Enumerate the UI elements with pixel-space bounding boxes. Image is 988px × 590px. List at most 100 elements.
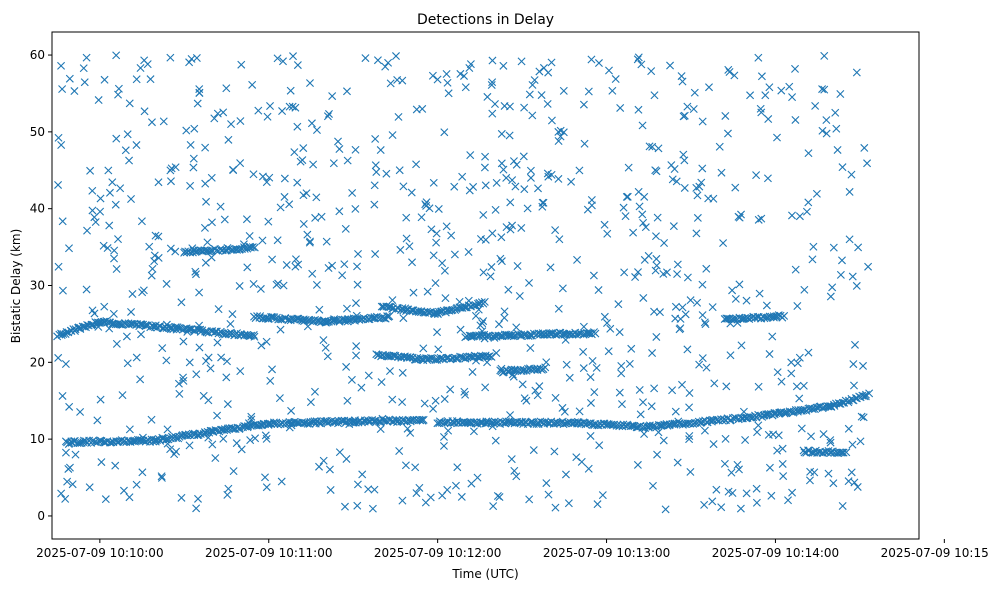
- clutter-point: [806, 467, 815, 476]
- clutter-point: [268, 365, 277, 374]
- clutter-point: [619, 203, 628, 212]
- clutter-point: [795, 353, 804, 362]
- clutter-point: [494, 320, 503, 329]
- clutter-point: [468, 367, 477, 376]
- clutter-point: [606, 324, 615, 333]
- clutter-point: [370, 200, 379, 209]
- clutter-point: [505, 131, 514, 140]
- clutter-point: [487, 263, 496, 272]
- clutter-point: [672, 177, 681, 186]
- clutter-point: [652, 261, 661, 270]
- clutter-point: [291, 255, 300, 264]
- clutter-point: [268, 255, 277, 264]
- clutter-point: [620, 268, 629, 277]
- track-point: [107, 438, 116, 447]
- clutter-point: [125, 156, 134, 165]
- clutter-point: [671, 407, 680, 416]
- clutter-point: [847, 170, 856, 179]
- clutter-point: [204, 396, 213, 405]
- clutter-point: [600, 220, 609, 229]
- clutter-point: [720, 459, 729, 468]
- clutter-point: [293, 122, 302, 131]
- clutter-point: [83, 226, 92, 235]
- clutter-point: [457, 492, 466, 501]
- clutter-point: [154, 253, 163, 262]
- clutter-point: [132, 75, 141, 84]
- clutter-point: [638, 210, 647, 219]
- clutter-point: [263, 112, 272, 121]
- clutter-point: [441, 294, 450, 303]
- clutter-point: [312, 280, 321, 289]
- clutter-point: [754, 421, 763, 430]
- clutter-point: [639, 398, 647, 407]
- clutter-point: [429, 251, 438, 260]
- clutter-point: [90, 309, 99, 318]
- clutter-point: [635, 202, 644, 211]
- clutter-point: [419, 344, 428, 353]
- clutter-point: [788, 93, 797, 102]
- y-axis: 0 10 20 30 40 50 60: [30, 48, 52, 523]
- clutter-point: [296, 157, 305, 166]
- clutter-point: [323, 352, 332, 361]
- clutter-point: [693, 298, 702, 307]
- clutter-point: [804, 198, 813, 207]
- clutter-point: [528, 111, 537, 120]
- clutter-point: [808, 255, 817, 264]
- clutter-point: [264, 217, 273, 226]
- clutter-point: [651, 166, 660, 175]
- clutter-point: [315, 462, 324, 471]
- clutter-point: [480, 163, 489, 172]
- clutter-point: [799, 381, 808, 390]
- clutter-point: [692, 229, 701, 238]
- clutter-point: [261, 431, 270, 440]
- clutter-point: [543, 99, 552, 108]
- clutter-point: [502, 223, 511, 232]
- clutter-point: [70, 87, 79, 96]
- clutter-point: [554, 304, 563, 313]
- clutter-point: [822, 116, 831, 125]
- clutter-point: [698, 280, 707, 289]
- clutter-point: [742, 296, 751, 305]
- clutter-point: [737, 210, 746, 219]
- track-point: [551, 330, 560, 339]
- clutter-point: [166, 53, 175, 62]
- clutter-point: [341, 224, 350, 233]
- clutter-point: [721, 111, 730, 120]
- clutter-point: [762, 301, 771, 310]
- clutter-point: [752, 498, 761, 507]
- track-point: [246, 243, 255, 252]
- clutter-point: [456, 69, 465, 78]
- track-point: [865, 389, 874, 398]
- clutter-point: [85, 483, 94, 492]
- clutter-point: [631, 273, 640, 282]
- clutter-point: [326, 485, 335, 494]
- clutter-point: [422, 198, 431, 207]
- clutter-point: [321, 343, 330, 352]
- clutter-point: [589, 271, 598, 280]
- track-point: [87, 320, 96, 329]
- track-point: [485, 352, 494, 361]
- clutter-point: [685, 389, 694, 398]
- clutter-point: [112, 339, 121, 348]
- data-points: [53, 51, 874, 514]
- clutter-point: [364, 485, 373, 494]
- clutter-point: [635, 385, 644, 394]
- clutter-point: [210, 114, 219, 123]
- clutter-point: [334, 137, 343, 146]
- clutter-point: [123, 130, 132, 139]
- clutter-point: [800, 285, 809, 294]
- x-tick-label: 2025-07-09 10:13:00: [543, 546, 670, 560]
- clutter-point: [737, 341, 746, 350]
- clutter-point: [647, 67, 656, 76]
- clutter-point: [592, 363, 601, 372]
- clutter-point: [512, 472, 521, 481]
- clutter-point: [342, 304, 351, 313]
- clutter-point: [94, 96, 103, 105]
- clutter-point: [667, 161, 676, 170]
- clutter-point: [409, 288, 418, 297]
- clutter-point: [384, 58, 393, 67]
- clutter-point: [306, 79, 314, 88]
- track-point: [222, 329, 231, 338]
- clutter-point: [755, 289, 764, 298]
- track-point: [496, 332, 505, 341]
